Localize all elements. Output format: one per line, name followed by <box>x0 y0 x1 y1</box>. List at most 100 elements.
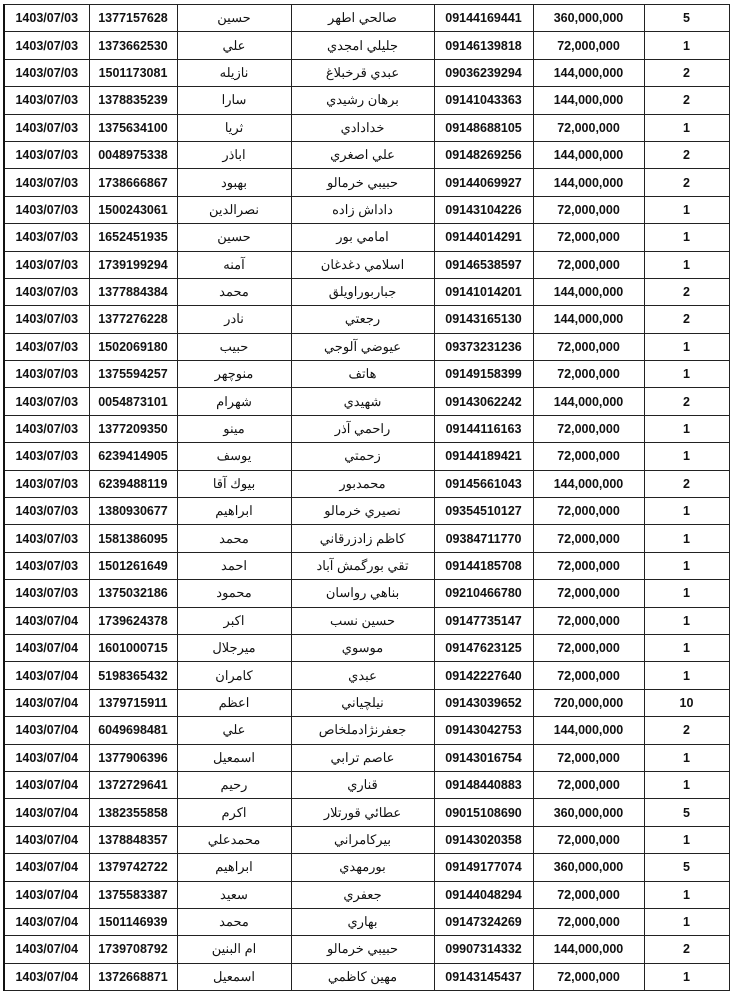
amount-cell: 72,000,000 <box>532 770 645 800</box>
amount-cell: 144,000,000 <box>532 305 645 334</box>
amount-cell: 72,000,000 <box>532 743 645 772</box>
table-row: 1403/07/03 1377209350 مينو راحمي آذر 0914411… <box>3 414 730 444</box>
count-cell: 1 <box>643 223 730 252</box>
date-cell: 1403/07/04 <box>3 798 90 827</box>
table-row: 1403/07/04 1739708792 ام البنين حبيبي خرمال… <box>3 935 730 964</box>
amount-cell: 144,000,000 <box>532 716 645 745</box>
phone-cell: 09143165130 <box>433 305 534 334</box>
count-cell: 1 <box>643 442 730 471</box>
date-cell: 1403/07/04 <box>3 770 90 800</box>
first-name-cell: نازيله <box>176 58 292 88</box>
phone-cell: 09143042753 <box>433 716 534 745</box>
amount-cell: 72,000,000 <box>532 962 645 992</box>
amount-cell: 72,000,000 <box>532 31 645 60</box>
count-cell: 1 <box>643 332 730 362</box>
first-name-cell: نصرالدين <box>176 195 292 225</box>
table-row: 1403/07/04 1379742722 ابراهيم بورمهدي 091491… <box>3 853 730 882</box>
first-name-cell: اسمعيل <box>176 743 292 772</box>
last-name-cell: علي اصغري <box>290 140 435 170</box>
last-name-cell: زحمتي <box>290 442 435 471</box>
table-row: 1403/07/04 1377906396 اسمعيل عاصم ترابي 0914… <box>3 743 730 772</box>
first-name-cell: علي <box>176 31 292 60</box>
last-name-cell: برهان رشيدي <box>290 86 435 115</box>
date-cell: 1403/07/04 <box>3 935 90 964</box>
count-cell: 1 <box>643 743 730 772</box>
first-name-cell: اباذر <box>176 140 292 170</box>
last-name-cell: محمدبور <box>290 469 435 499</box>
date-cell: 1403/07/04 <box>3 633 90 663</box>
last-name-cell: تقي بورگمش آباد <box>290 551 435 581</box>
national-id-cell: 1380930677 <box>88 497 178 526</box>
first-name-cell: اسمعيل <box>176 962 292 992</box>
date-cell: 1403/07/04 <box>3 962 90 992</box>
first-name-cell: رحيم <box>176 770 292 800</box>
amount-cell: 72,000,000 <box>532 113 645 142</box>
date-cell: 1403/07/03 <box>3 31 90 60</box>
table-row: 1403/07/03 1377276228 نادر رجعتي 09143165130… <box>3 305 730 334</box>
first-name-cell: محمدعلي <box>176 825 292 855</box>
amount-cell: 144,000,000 <box>532 86 645 115</box>
last-name-cell: جعفري <box>290 880 435 909</box>
table-row: 1403/07/03 1581386095 محمد كاظم زادزرقاني 09… <box>3 524 730 553</box>
first-name-cell: محمد <box>176 524 292 553</box>
last-name-cell: قناري <box>290 770 435 800</box>
date-cell: 1403/07/03 <box>3 250 90 279</box>
count-cell: 2 <box>643 469 730 499</box>
date-cell: 1403/07/03 <box>3 387 90 416</box>
last-name-cell: عبدي <box>290 661 435 690</box>
count-cell: 2 <box>643 387 730 416</box>
phone-cell: 09147735147 <box>433 606 534 635</box>
table-row: 1403/07/03 1377157628 حسين صالحي اطهر 091441… <box>3 3 730 33</box>
count-cell: 2 <box>643 140 730 170</box>
date-cell: 1403/07/03 <box>3 58 90 88</box>
national-id-cell: 1377276228 <box>88 305 178 334</box>
national-id-cell: 1581386095 <box>88 524 178 553</box>
national-id-cell: 1379715911 <box>88 688 178 718</box>
phone-cell: 09144048294 <box>433 880 534 909</box>
amount-cell: 360,000,000 <box>532 853 645 882</box>
amount-cell: 72,000,000 <box>532 497 645 526</box>
date-cell: 1403/07/04 <box>3 825 90 855</box>
table-row: 1403/07/04 1375583387 سعيد جعفري 09144048294… <box>3 880 730 909</box>
national-id-cell: 1377906396 <box>88 743 178 772</box>
first-name-cell: بهبود <box>176 168 292 197</box>
last-name-cell: حبيبي خرمالو <box>290 168 435 197</box>
phone-cell: 09143016754 <box>433 743 534 772</box>
national-id-cell: 1500243061 <box>88 195 178 225</box>
date-cell: 1403/07/04 <box>3 606 90 635</box>
table-row: 1403/07/04 1379715911 اعظم نيلچياني 09143039… <box>3 688 730 718</box>
national-id-cell: 1378848357 <box>88 825 178 855</box>
date-cell: 1403/07/03 <box>3 3 90 33</box>
national-id-cell: 1502069180 <box>88 332 178 362</box>
national-id-cell: 1375032186 <box>88 579 178 608</box>
count-cell: 1 <box>643 497 730 526</box>
table-row: 1403/07/03 1501261649 احمد تقي بورگمش آباد 0… <box>3 551 730 581</box>
table-row: 1403/07/03 1373662530 علي جليلي امجدي 091461… <box>3 31 730 60</box>
amount-cell: 72,000,000 <box>532 524 645 553</box>
first-name-cell: علي <box>176 716 292 745</box>
date-cell: 1403/07/03 <box>3 113 90 142</box>
phone-cell: 09144069927 <box>433 168 534 197</box>
amount-cell: 360,000,000 <box>532 3 645 33</box>
national-id-cell: 0048975338 <box>88 140 178 170</box>
last-name-cell: شهيدي <box>290 387 435 416</box>
national-id-cell: 1652451935 <box>88 223 178 252</box>
national-id-cell: 1375594257 <box>88 360 178 389</box>
count-cell: 5 <box>643 853 730 882</box>
first-name-cell: سارا <box>176 86 292 115</box>
phone-cell: 09144116163 <box>433 414 534 444</box>
first-name-cell: حسين <box>176 3 292 33</box>
amount-cell: 360,000,000 <box>532 798 645 827</box>
table-row: 1403/07/04 1382355858 اكرم عطائي قورتلار 090… <box>3 798 730 827</box>
phone-cell: 09141043363 <box>433 86 534 115</box>
first-name-cell: ام البنين <box>176 935 292 964</box>
date-cell: 1403/07/03 <box>3 168 90 197</box>
phone-cell: 09373231236 <box>433 332 534 362</box>
date-cell: 1403/07/04 <box>3 743 90 772</box>
date-cell: 1403/07/03 <box>3 524 90 553</box>
last-name-cell: نيلچياني <box>290 688 435 718</box>
table-row: 1403/07/03 1738666867 بهبود حبيبي خرمالو 091… <box>3 168 730 197</box>
count-cell: 2 <box>643 58 730 88</box>
table-row: 1403/07/04 1739624378 اكبر حسين نسب 09147735… <box>3 606 730 635</box>
date-cell: 1403/07/03 <box>3 140 90 170</box>
